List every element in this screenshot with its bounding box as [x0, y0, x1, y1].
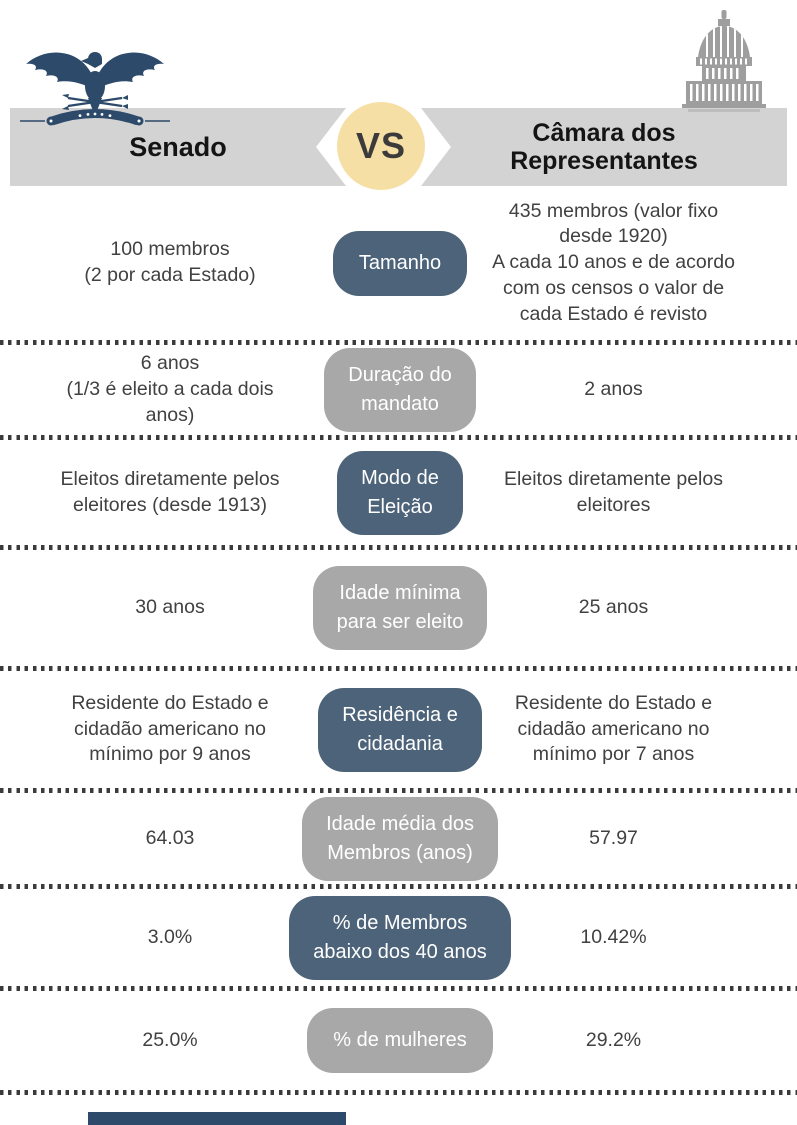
camara-value-eleicao: Eleitos diretamente pelos eleitores	[504, 467, 723, 516]
row-membros-abaixo-40: 3.0% % de Membros abaixo dos 40 anos 10.…	[0, 889, 797, 986]
camara-value-duracao: 2 anos	[584, 378, 643, 401]
senado-value-mulheres: 25.0%	[142, 1028, 198, 1051]
camara-value-tamanho: 435 membros (valor fixo desde 1920) A ca…	[492, 199, 735, 325]
dotted-divider	[0, 986, 797, 991]
camara-header-banner: Câmara dos Representantes	[421, 108, 787, 186]
senado-value-eleicao: Eleitos diretamente pelos eleitores (des…	[60, 467, 280, 516]
pill-modo-eleicao: Modo de Eleição	[337, 450, 463, 535]
camara-title: Câmara dos Representantes	[510, 119, 698, 175]
dotted-divider	[0, 545, 797, 550]
vs-badge: VS	[337, 102, 425, 190]
capitol-icon	[680, 10, 768, 128]
pill-idade-media: Idade média dos Membros (anos)	[302, 796, 498, 881]
row-duracao-mandato: 6 anos (1/3 é eleito a cada dois anos) D…	[0, 345, 797, 435]
row-idade-media: 64.03 Idade média dos Membros (anos) 57.…	[0, 793, 797, 884]
row-modo-eleicao: Eleitos diretamente pelos eleitores (des…	[0, 440, 797, 545]
row-idade-minima: 30 anos Idade mínima para ser eleito 25 …	[0, 550, 797, 666]
pill-residencia-cidadania: Residência e cidadania	[318, 687, 482, 772]
senado-value-idade-media: 64.03	[145, 826, 195, 849]
pill-membros-abaixo-40: % de Membros abaixo dos 40 anos	[289, 895, 511, 980]
pill-tamanho: Tamanho	[332, 230, 468, 296]
dotted-divider	[0, 788, 797, 793]
senate-eagle-icon	[20, 40, 170, 132]
camara-value-residencia: Residente do Estado e cidadão americano …	[514, 691, 713, 766]
pill-idade-minima: Idade mínima para ser eleito	[312, 566, 488, 650]
senado-value-duracao: 6 anos (1/3 é eleito a cada dois anos)	[66, 352, 274, 426]
pill-duracao-mandato: Duração do mandato	[324, 348, 476, 432]
camara-value-abaixo-40: 10.42%	[580, 925, 647, 948]
senado-title: Senado	[129, 131, 227, 162]
senado-header-banner: Senado	[10, 108, 346, 186]
row-tamanho: 100 membros (2 por cada Estado) Tamanho …	[0, 186, 797, 340]
vs-label: VS	[355, 125, 407, 166]
camara-value-idade-media: 57.97	[589, 826, 638, 849]
senado-value-tamanho: 100 membros (2 por cada Estado)	[84, 238, 256, 286]
footer-accent-bar	[88, 1112, 346, 1125]
row-residencia-cidadania: Residente do Estado e cidadão americano …	[0, 671, 797, 788]
dotted-divider	[0, 1090, 797, 1095]
dotted-divider	[0, 340, 797, 345]
senado-value-idade-minima: 30 anos	[135, 596, 205, 619]
camara-value-mulheres: 29.2%	[585, 1028, 642, 1051]
header: Senado Câmara dos Representantes VS	[0, 0, 797, 190]
dotted-divider	[0, 435, 797, 440]
camara-value-idade-minima: 25 anos	[578, 596, 649, 619]
dotted-divider	[0, 666, 797, 671]
dotted-divider	[0, 884, 797, 889]
senado-value-abaixo-40: 3.0%	[147, 925, 193, 948]
senado-value-residencia: Residente do Estado e cidadão americano …	[71, 691, 269, 766]
comparison-table: 100 membros (2 por cada Estado) Tamanho …	[0, 186, 797, 1095]
pill-mulheres: % de mulheres	[307, 1008, 493, 1073]
row-mulheres: 25.0% % de mulheres 29.2%	[0, 991, 797, 1090]
